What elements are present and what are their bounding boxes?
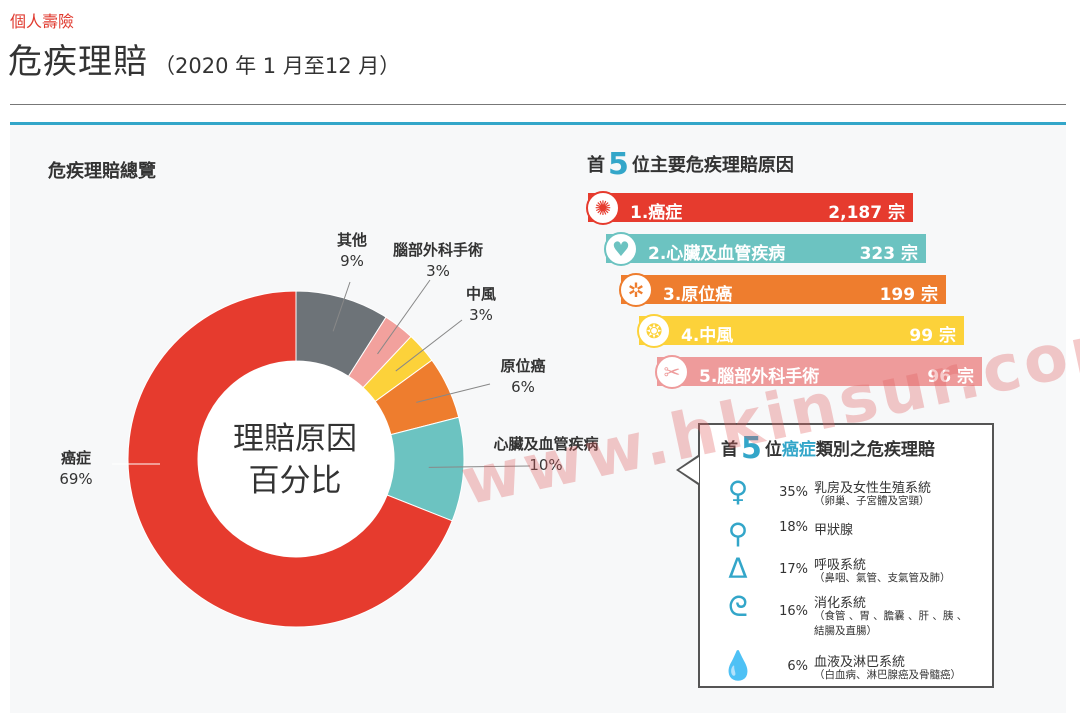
cancer-box-title-suffix: 類別之危疾理賠 <box>815 440 935 460</box>
panel-top-rule <box>10 122 1066 125</box>
cancer-type-name: 消化系統 <box>814 596 867 611</box>
slice-label-others: 其他 9% <box>322 230 382 272</box>
slice-label-cancer: 癌症 69% <box>26 448 126 490</box>
cancer-type-detail: （食管 、胃 、膽囊 、肝 、胰 、 <box>814 610 968 622</box>
cancer-type-name: 甲狀腺 <box>814 523 854 538</box>
slice-name: 其他 <box>336 231 367 249</box>
bar-count: 323 宗 <box>859 244 918 264</box>
leader-heart <box>428 465 531 468</box>
bar-heart: ♥ 2.心臟及血管疾病 323 宗 <box>604 232 926 266</box>
cancer-type-pct: 17% <box>779 562 808 577</box>
blood-drop-icon: 💧 <box>720 649 756 682</box>
cancer-type-detail: 結腸及直腸） <box>814 625 877 637</box>
leader-others <box>332 281 351 332</box>
cancer-cell-icon: ✺ <box>586 191 620 225</box>
bar-count: 99 宗 <box>909 326 956 346</box>
bar-label: 5.腦部外科手術 <box>699 367 820 387</box>
bar-carcinoma-in-situ: ✲ 3.原位癌 199 宗 <box>619 273 946 307</box>
slice-value: 69% <box>59 470 93 488</box>
header-divider <box>10 104 1066 105</box>
slice-name: 癌症 <box>60 449 91 467</box>
cancer-box-title: 首 5 位癌症類別之危疾理賠 <box>721 431 935 466</box>
cancer-box-title-number: 5 <box>741 431 762 466</box>
slice-name: 原位癌 <box>500 357 546 375</box>
bar-brain-surgery: ✂ 5.腦部外科手術 96 宗 <box>655 355 982 389</box>
bar-label: 2.心臟及血管疾病 <box>648 244 786 264</box>
stomach-icon: ᘓ <box>728 590 748 623</box>
cancer-type-name: 乳房及女性生殖系統 <box>814 481 932 496</box>
top5-title-number: 5 <box>608 147 629 182</box>
leader-carcinoma-in-situ <box>416 383 491 403</box>
callout-arrow-fill <box>679 457 699 483</box>
slice-name: 心臟及血管疾病 <box>493 435 599 453</box>
slice-value: 3% <box>469 306 493 324</box>
leader-brain-surgery <box>377 279 431 355</box>
top5-title-suffix: 位主要危疾理賠原因 <box>631 155 794 176</box>
donut-center-line2: 百分比 <box>248 463 342 499</box>
cancer-type-name: 呼吸系統 <box>814 558 867 573</box>
bar-count: 2,187 宗 <box>828 203 905 223</box>
cancer-box-title-mid: 位 <box>764 440 782 460</box>
bar-label: 1.癌症 <box>630 203 683 223</box>
leader-stroke <box>395 319 463 372</box>
slice-value: 3% <box>426 262 450 280</box>
donut-center-label: 理賠原因 百分比 <box>195 418 395 502</box>
slice-label-heart: 心臟及血管疾病 10% <box>466 434 626 476</box>
donut-hole <box>198 361 394 557</box>
cancer-type-detail: （卵巢、子宮體及宮頸） <box>814 495 930 507</box>
slice-name: 中風 <box>465 285 496 303</box>
bar-count: 96 宗 <box>927 367 974 387</box>
cancer-box-title-prefix: 首 <box>721 440 738 460</box>
cancer-type-name: 血液及淋巴系統 <box>814 655 906 670</box>
cell-icon: ✲ <box>619 273 653 307</box>
slice-value: 10% <box>529 456 563 474</box>
page-title-text: 危疾理賠 <box>8 42 148 82</box>
lungs-icon: ᐃ <box>728 552 748 585</box>
uterus-icon: ♀ <box>727 475 749 508</box>
bar-label: 3.原位癌 <box>663 285 733 305</box>
period-label: （2020 年 1 月至12 月） <box>154 54 401 78</box>
overview-title: 危疾理賠總覽 <box>48 161 156 182</box>
slice-name: 腦部外科手術 <box>392 241 483 259</box>
thyroid-icon: ⚲ <box>727 517 749 550</box>
slice-label-stroke: 中風 3% <box>446 284 516 326</box>
brain-surgery-icon: ✂ <box>655 355 689 389</box>
slice-label-carcinoma-in-situ: 原位癌 6% <box>478 356 568 398</box>
bar-label: 4.中風 <box>681 326 734 346</box>
top5-title-prefix: 首 <box>587 155 605 176</box>
brain-icon: ❂ <box>637 314 671 348</box>
top5-title: 首 5 位主要危疾理賠原因 <box>587 147 794 182</box>
category-label: 個人壽險 <box>10 12 75 31</box>
donut-center-line1: 理賠原因 <box>233 421 357 457</box>
page-title: 危疾理賠 （2020 年 1 月至12 月） <box>8 34 400 83</box>
cancer-type-pct: 6% <box>787 659 808 674</box>
heart-icon: ♥ <box>604 232 638 266</box>
cancer-type-pct: 16% <box>779 604 808 619</box>
cancer-type-pct: 18% <box>779 520 808 535</box>
bar-stroke: ❂ 4.中風 99 宗 <box>637 314 964 348</box>
slice-cancer <box>127 290 453 628</box>
cancer-type-detail: （白血病、淋巴腺癌及骨髓癌） <box>814 669 961 681</box>
slice-label-brain-surgery: 腦部外科手術 3% <box>380 240 496 282</box>
cancer-type-detail: （鼻咽、氣管、支氣管及肺） <box>814 572 951 584</box>
cancer-types-box: 首 5 位癌症類別之危疾理賠 ♀ 35% 乳房及女性生殖系統 （卵巢、子宮體及宮頸） ⚲ 18… <box>698 423 994 688</box>
cancer-box-title-highlight: 癌症 <box>781 440 816 460</box>
slice-value: 6% <box>511 378 535 396</box>
bar-count: 199 宗 <box>879 285 938 305</box>
cancer-type-pct: 35% <box>779 485 808 500</box>
slice-value: 9% <box>340 252 364 270</box>
bar-cancer: ✺ 1.癌症 2,187 宗 <box>586 191 913 225</box>
